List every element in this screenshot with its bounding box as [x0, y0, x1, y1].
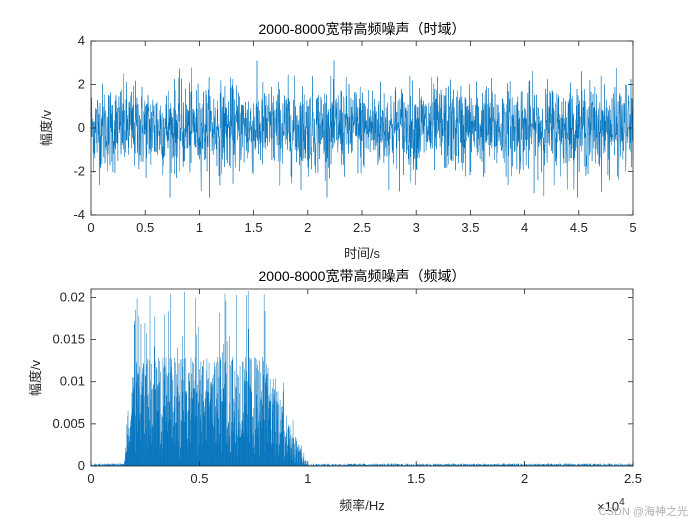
- freq-x-exponent-power: 4: [619, 497, 625, 508]
- freq-xtick-label: 1.5: [407, 471, 425, 486]
- time-xtick-label: 3.5: [461, 220, 479, 235]
- time-domain-axes: 0 0.5 1 1.5 2 2.5 3 3.5 4 4.5 5 -4 -2 0 2 4 2000-8000宽带…: [39, 21, 637, 261]
- time-ytick-label: -4: [73, 207, 85, 222]
- watermark: CSDN @海神之光: [598, 506, 688, 518]
- time-ytick-label: -2: [73, 164, 85, 179]
- freq-ytick-label: 0: [78, 458, 85, 473]
- time-ytick-label: 2: [78, 77, 85, 92]
- freq-xtick-label: 1: [304, 471, 311, 486]
- time-xtick-label: 4: [521, 220, 528, 235]
- freq-ytick-label: 0.015: [52, 332, 85, 347]
- freq-ytick-label: 0.02: [60, 289, 85, 304]
- freq-xtick-label: 2: [521, 471, 528, 486]
- freq-x-exponent-base: ×10: [597, 499, 619, 514]
- freq-title: 2000-8000宽带高频噪声（频域）: [259, 268, 466, 284]
- time-xtick-label: 1.5: [245, 220, 263, 235]
- time-xtick-label: 3: [413, 220, 420, 235]
- freq-ytick-label: 0.01: [60, 374, 85, 389]
- freq-ticks: 0 0.5 1 1.5 2 2.5 0 0.005 0.01 0.015 0.02: [52, 289, 642, 486]
- freq-xtick-label: 0.5: [190, 471, 208, 486]
- freq-axes-box: [90, 288, 634, 467]
- time-xtick-label: 2: [304, 220, 311, 235]
- freq-x-exponent: ×104: [597, 497, 625, 514]
- time-xtick-label: 5: [629, 220, 636, 235]
- time-ytick-label: 0: [78, 120, 85, 135]
- freq-xtick-label: 2.5: [624, 471, 642, 486]
- time-xtick-label: 0: [87, 220, 94, 235]
- freq-xlabel: 频率/Hz: [339, 498, 385, 513]
- freq-domain-axes: 0 0.5 1 1.5 2 2.5 0 0.005 0.01 0.015 0.02 2000-800…: [28, 268, 642, 514]
- time-xlabel: 时间/s: [344, 246, 381, 261]
- time-xtick-label: 0.5: [136, 220, 154, 235]
- freq-ylabel: 幅度/v: [28, 359, 43, 396]
- freq-xtick-label: 0: [87, 471, 94, 486]
- time-title: 2000-8000宽带高频噪声（时域）: [259, 21, 466, 37]
- time-xtick-label: 4.5: [570, 220, 588, 235]
- time-ylabel: 幅度/v: [39, 109, 54, 146]
- time-signal-line: [90, 60, 634, 198]
- time-xtick-label: 1: [196, 220, 203, 235]
- time-ytick-label: 4: [78, 33, 85, 48]
- freq-ytick-label: 0.005: [52, 416, 85, 431]
- time-xtick-label: 2.5: [353, 220, 371, 235]
- time-ticks: 0 0.5 1 1.5 2 2.5 3 3.5 4 4.5 5 -4 -2 0 2 4: [73, 33, 636, 235]
